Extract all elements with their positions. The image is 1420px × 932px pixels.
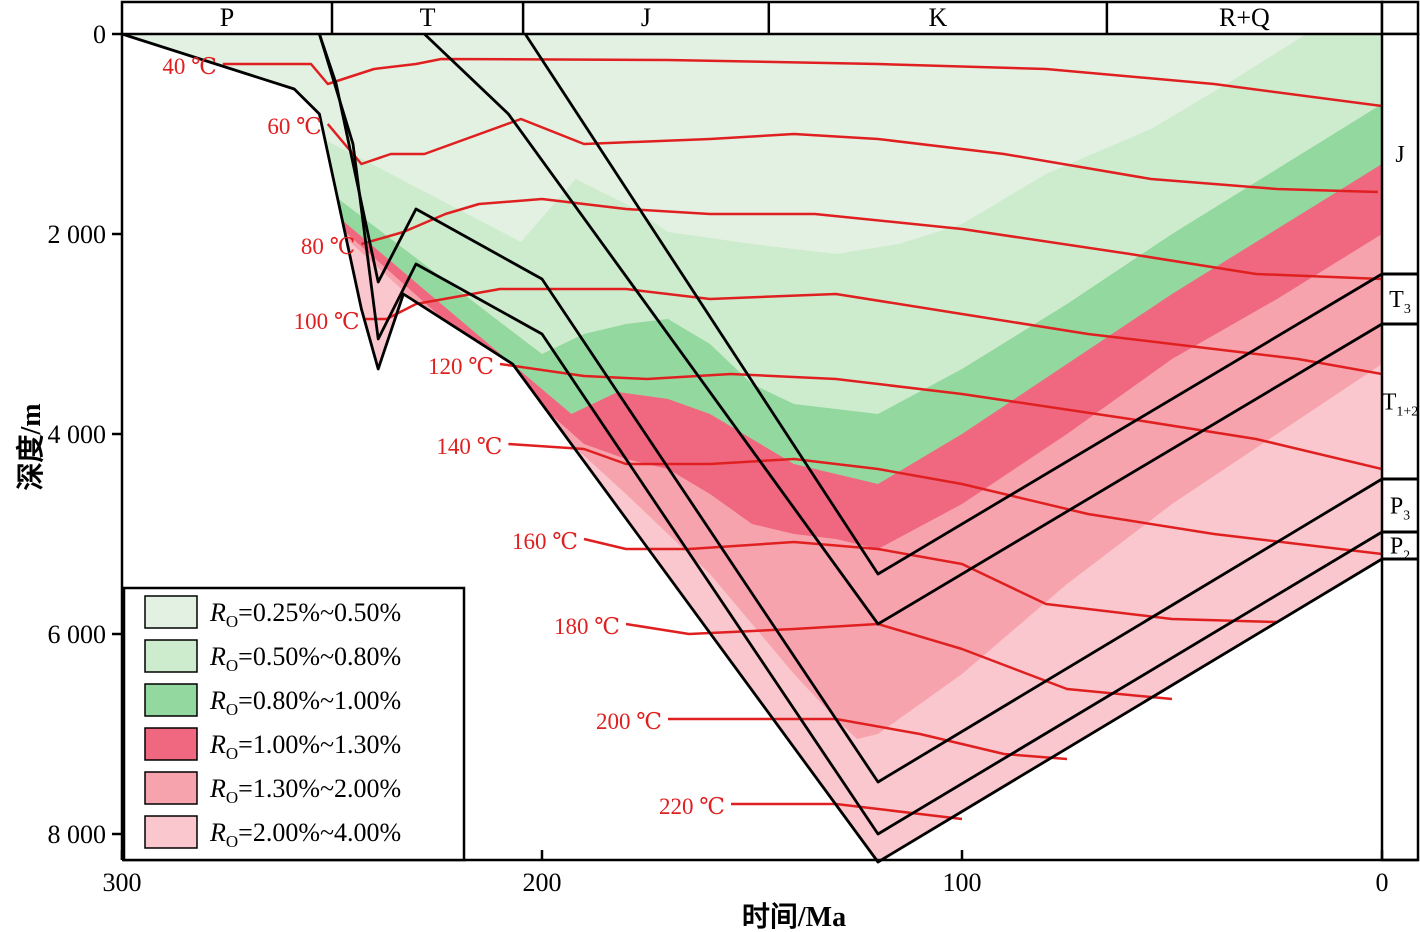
legend-swatch-4 <box>144 771 198 805</box>
isotherm-line-2 <box>361 197 1382 281</box>
strat-label-1: T3 <box>1389 287 1411 317</box>
isotherms <box>222 57 1382 821</box>
strat-label-2: T1+2 <box>1382 390 1419 420</box>
strat-label-0: J <box>1395 142 1404 168</box>
y-tick-label-4: 8 000 <box>48 820 107 849</box>
y-axis-title: 深度/m <box>15 403 47 490</box>
legend-label-5: RO=2.00%~4.00% <box>209 818 401 851</box>
isotherm-line-1 <box>326 117 1378 194</box>
y-tick-label-0: 0 <box>93 20 106 49</box>
legend-swatch-1 <box>144 639 198 673</box>
legend-box <box>122 586 466 862</box>
period-bar: P T J K R+Q <box>120 0 1420 36</box>
legend-label-3: RO=1.00%~1.30% <box>209 730 401 763</box>
x-axis-title: 时间/Ma <box>742 901 846 932</box>
isotherm-label-1: 60 ℃ <box>267 114 321 139</box>
period-label-3: K <box>928 3 947 32</box>
isotherm-label-3: 100 ℃ <box>294 309 360 334</box>
isotherm-label-2: 80 ℃ <box>301 234 355 259</box>
isotherm-line-4 <box>499 362 1382 471</box>
isotherm-label-5: 140 ℃ <box>436 434 502 459</box>
isotherm-label-0: 40 ℃ <box>162 54 216 79</box>
y-tick-label-2: 4 000 <box>48 420 107 449</box>
strat-label-3: P3 <box>1390 494 1410 524</box>
isotherm-line-3 <box>365 287 1382 376</box>
x-tick-label-1: 200 <box>523 868 562 897</box>
burial-lines <box>121 32 1383 864</box>
isotherm-label-9: 220 ℃ <box>659 794 725 819</box>
legend: RO=0.25%~0.50% RO=0.50%~0.80% RO=0.80%~1.0… <box>122 586 466 862</box>
strat-label-4: P2 <box>1390 534 1410 564</box>
legend-swatch-5 <box>144 815 198 849</box>
y-tick-label-1: 2 000 <box>48 220 107 249</box>
x-tick-label-0: 300 <box>103 868 142 897</box>
burial-line-3 <box>423 32 1383 626</box>
period-label-4: R+Q <box>1219 3 1270 32</box>
legend-label-1: RO=0.50%~0.80% <box>209 642 401 675</box>
isotherm-label-4: 120 ℃ <box>428 354 494 379</box>
x-tick-label-2: 100 <box>943 868 982 897</box>
burial-line-4 <box>524 33 1383 576</box>
legend-swatch-2 <box>144 683 198 717</box>
isotherm-label-8: 200 ℃ <box>596 709 662 734</box>
period-label-2: J <box>641 3 651 32</box>
isotherm-line-8 <box>668 717 1068 761</box>
legend-label-0: RO=0.25%~0.50% <box>209 598 401 631</box>
isotherm-line-9 <box>731 802 963 821</box>
burial-line-1 <box>318 33 1383 836</box>
isotherm-line-5 <box>508 442 1382 556</box>
stratigraphic-column: J T3 T1+2 P3 P2 <box>1380 32 1420 862</box>
legend-swatch-0 <box>144 595 198 629</box>
period-label-1: T <box>420 3 436 32</box>
x-tick-label-3: 0 <box>1376 868 1389 897</box>
period-label-0: P <box>220 3 234 32</box>
legend-label-2: RO=0.80%~1.00% <box>209 686 401 719</box>
legend-swatch-3 <box>144 727 198 761</box>
isotherm-label-7: 180 ℃ <box>554 614 620 639</box>
y-tick-label-3: 6 000 <box>48 620 107 649</box>
isotherm-label-6: 160 ℃ <box>512 529 578 554</box>
isotherm-labels: 40 ℃ 60 ℃ 80 ℃ 100 ℃ 120 ℃ 140 ℃ 160 ℃ 180 ℃ 200… <box>162 54 725 819</box>
legend-label-4: RO=1.30%~2.00% <box>209 774 401 807</box>
burial-line-2 <box>318 33 1383 784</box>
isotherm-line-0 <box>222 57 1382 108</box>
burial-line-0 <box>121 32 1383 864</box>
